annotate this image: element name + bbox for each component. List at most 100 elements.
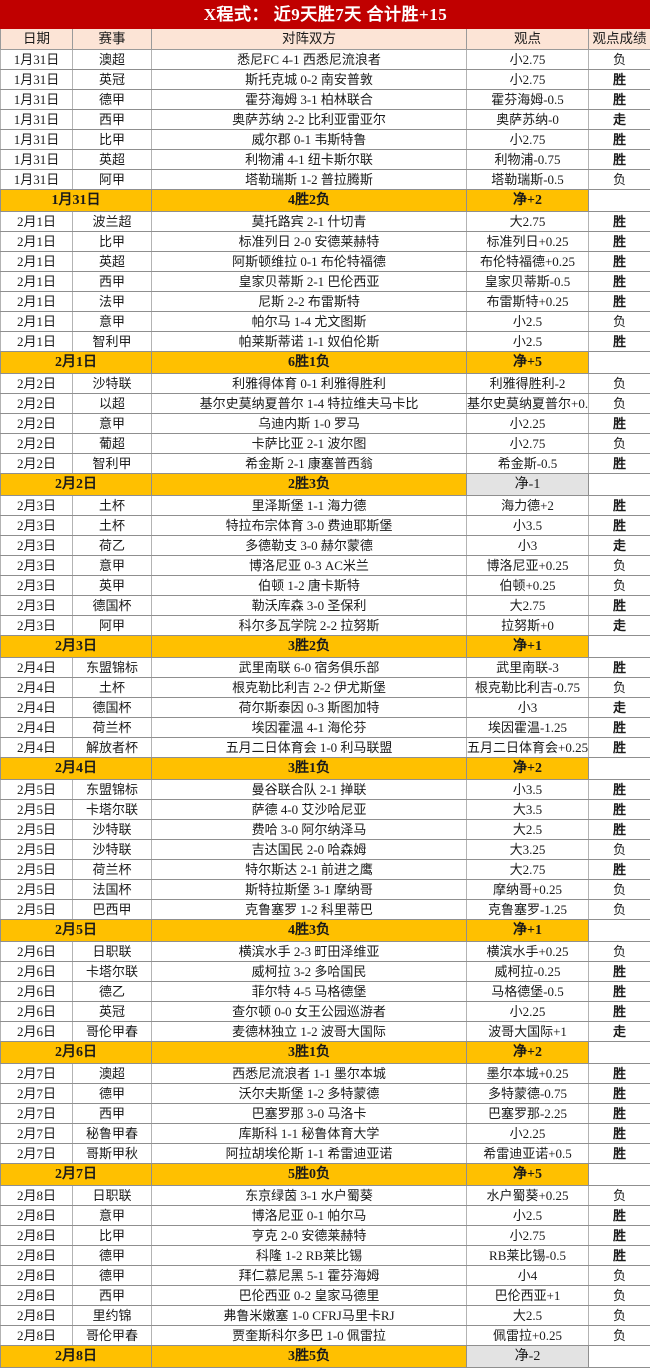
summary-spacer [589,1164,650,1186]
cell-match: 帕莱斯蒂诺 1-1 奴伯伦斯 [152,332,467,352]
cell-match: 莫托路宾 2-1 什切青 [152,212,467,232]
status-badge-result: 胜 [589,860,650,880]
cell-view: 皇家贝蒂斯-0.5 [467,272,589,292]
cell-view: 根克勒比利吉-0.75 [467,678,589,698]
cell-date: 2月8日 [1,1186,73,1206]
status-badge-result: 胜 [589,130,650,150]
status-badge-result: 胜 [589,516,650,536]
cell-match: 埃因霍温 4-1 海伦芬 [152,718,467,738]
status-badge-result: 胜 [589,414,650,434]
cell-view: 埃因霍温-1.25 [467,718,589,738]
status-badge-result: 走 [589,698,650,718]
status-badge-result: 走 [589,1022,650,1042]
cell-date: 1月31日 [1,130,73,150]
cell-date: 2月4日 [1,718,73,738]
cell-match: 贾奎斯科尔多巴 1-0 佩雷拉 [152,1326,467,1346]
summary-record: 4胜2负 [152,190,467,212]
cell-league: 意甲 [73,556,152,576]
cell-match: 西悉尼流浪者 1-1 墨尔本城 [152,1064,467,1084]
cell-match: 勒沃库森 3-0 圣保利 [152,596,467,616]
cell-view: 武里南联-3 [467,658,589,678]
cell-date: 2月3日 [1,516,73,536]
cell-match: 横滨水手 2-3 町田泽维亚 [152,942,467,962]
cell-view: 威柯拉-0.25 [467,962,589,982]
cell-match: 费哈 3-0 阿尔纳泽马 [152,820,467,840]
summary-record: 3胜2负 [152,636,467,658]
status-badge-result: 负 [589,1286,650,1306]
cell-view: 大2.75 [467,860,589,880]
status-badge-result: 走 [589,536,650,556]
cell-league: 英超 [73,252,152,272]
status-badge-result: 负 [589,576,650,596]
cell-date: 1月31日 [1,150,73,170]
cell-date: 2月3日 [1,496,73,516]
column-header-match: 对阵双方 [152,29,467,50]
cell-date: 2月5日 [1,780,73,800]
cell-date: 2月5日 [1,800,73,820]
cell-league: 西甲 [73,1104,152,1124]
cell-view: 大3.5 [467,800,589,820]
cell-view: 墨尔本城+0.25 [467,1064,589,1084]
cell-match: 帕尔马 1-4 尤文图斯 [152,312,467,332]
